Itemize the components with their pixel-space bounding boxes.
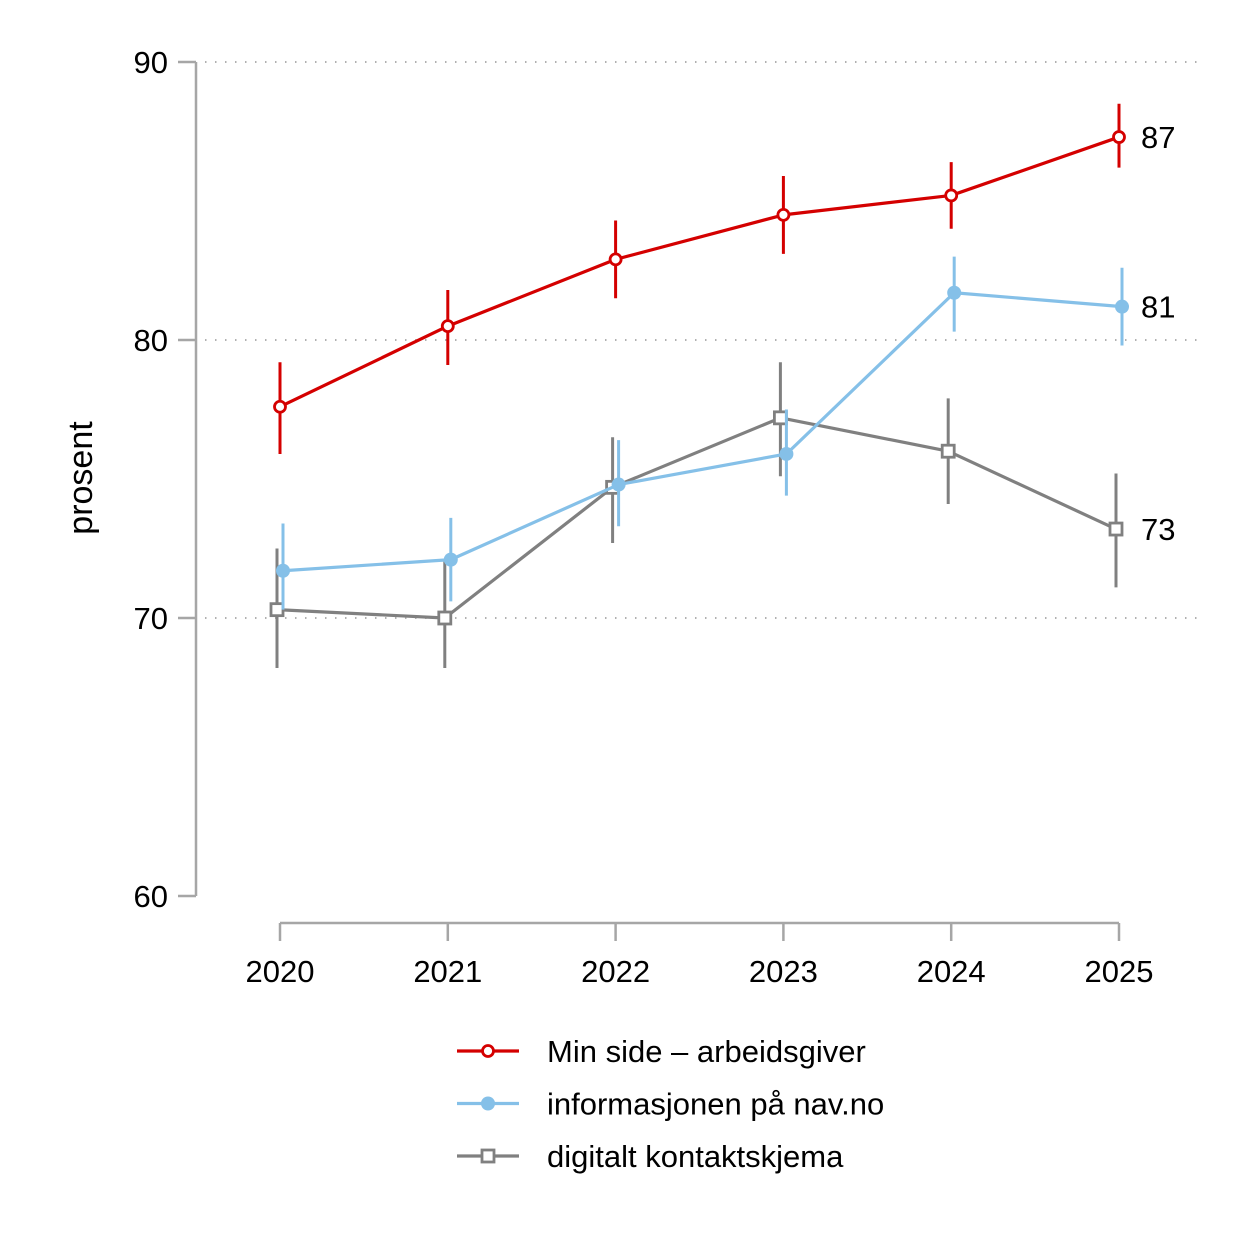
series-1 <box>276 256 1129 610</box>
end-value-label: 73 <box>1141 512 1175 547</box>
legend-label: digitalt kontaktskjema <box>547 1139 844 1174</box>
x-tick-label: 2021 <box>413 954 482 989</box>
data-point <box>608 252 623 267</box>
y-axis: 60 70 80 90 <box>134 45 198 914</box>
data-point <box>776 207 791 222</box>
data-point <box>437 610 453 626</box>
legend: Min side – arbeidsgiver informasjonen på … <box>457 1034 884 1174</box>
gridlines <box>205 61 1198 619</box>
data-point <box>947 285 962 300</box>
data-point <box>1108 521 1124 537</box>
legend-marker <box>480 1148 496 1164</box>
data-point <box>276 563 290 578</box>
data-point <box>440 319 455 334</box>
y-tick-label: 70 <box>134 601 168 636</box>
series-line <box>276 416 1117 620</box>
data-point <box>443 552 458 567</box>
series-line <box>279 135 1120 409</box>
data-point <box>1112 130 1126 144</box>
y-axis-title: prosent <box>62 421 100 535</box>
data-point <box>1115 299 1129 314</box>
data-point <box>940 443 956 459</box>
legend-item: Min side – arbeidsgiver <box>457 1034 866 1069</box>
legend-marker <box>481 1096 495 1111</box>
series-layer <box>269 103 1129 669</box>
end-labels: 73 81 87 <box>1141 120 1175 547</box>
legend-item: digitalt kontaktskjema <box>457 1139 844 1174</box>
legend-item: informasjonen på nav.no <box>457 1087 884 1122</box>
data-point <box>773 410 788 426</box>
data-point <box>269 602 285 618</box>
legend-label: informasjonen på nav.no <box>547 1087 884 1122</box>
x-tick-label: 2025 <box>1085 954 1154 989</box>
y-tick-label: 60 <box>134 879 168 914</box>
data-point <box>779 446 794 461</box>
end-value-label: 81 <box>1141 290 1175 325</box>
y-tick-label: 80 <box>134 323 168 358</box>
x-tick-label: 2024 <box>917 954 986 989</box>
data-point <box>273 399 287 414</box>
series-0 <box>273 103 1126 454</box>
legend-label: Min side – arbeidsgiver <box>547 1034 866 1069</box>
data-point <box>611 477 626 492</box>
x-tick-label: 2022 <box>581 954 650 989</box>
x-tick-label: 2020 <box>246 954 315 989</box>
series-line <box>282 291 1123 573</box>
data-point <box>944 188 959 203</box>
series-2 <box>269 362 1124 669</box>
legend-marker <box>481 1044 495 1058</box>
end-value-label: 87 <box>1141 120 1175 155</box>
x-axis: 2020 2021 2022 2023 2024 2025 <box>246 921 1154 989</box>
y-tick-label: 90 <box>134 45 168 80</box>
x-tick-label: 2023 <box>749 954 818 989</box>
